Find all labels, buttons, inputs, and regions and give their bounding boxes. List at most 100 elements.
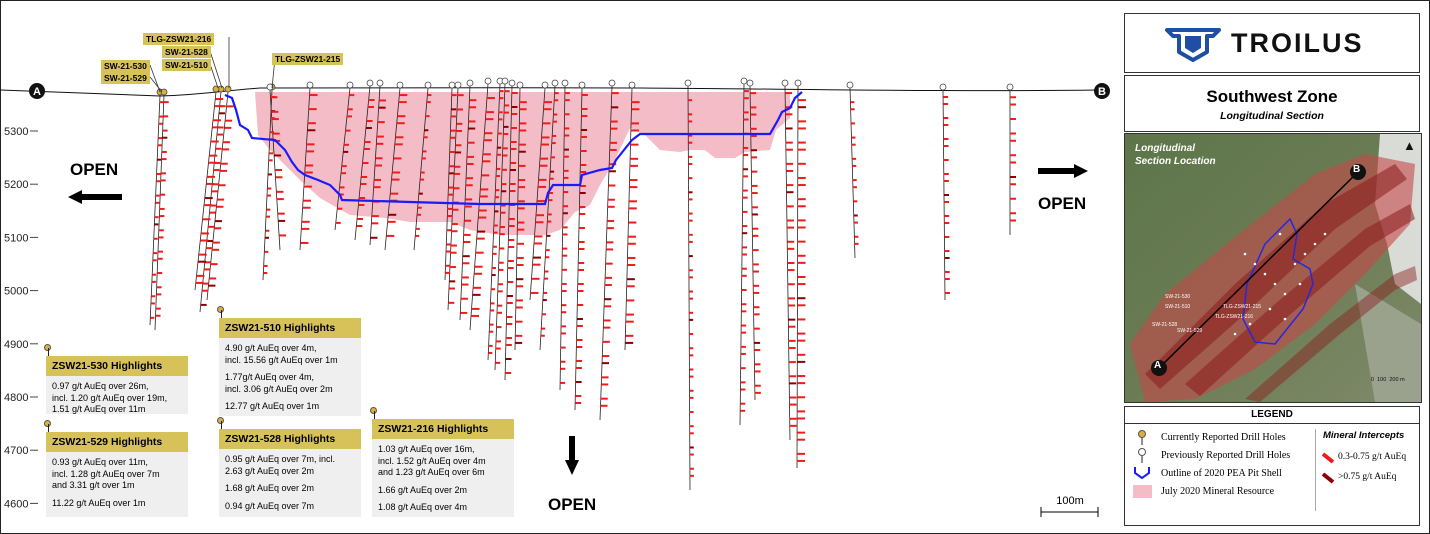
hole-label-leader <box>209 50 223 89</box>
scale-bar-label: 100m <box>1056 495 1084 507</box>
previous-drill-hole-collar <box>501 77 509 85</box>
drill-hole-trace <box>599 85 613 421</box>
map-point-a: A <box>1154 360 1162 371</box>
hole-label-sw-21-528: SW-21-528 <box>162 46 211 58</box>
highlights-line: 12.77 g/t AuEq over 1m <box>225 401 320 411</box>
highlights-zsw21-510: ZSW21-510 Highlights 4.90 g/t AuEq over … <box>217 306 361 416</box>
highlights-line: 1.03 g/t AuEq over 16m, <box>378 444 475 454</box>
highlights-line: 1.66 g/t AuEq over 2m <box>378 484 468 495</box>
highlights-title: ZSW21-529 Highlights <box>46 432 188 452</box>
highlights-line: 1.08 g/t AuEq over 4m <box>378 502 468 512</box>
endpoint-a-label: A <box>33 86 41 98</box>
elevation-axis: 5300 5200 5100 5000 4900 4800 4700 4600 <box>4 126 38 510</box>
previous-drill-hole-collar <box>541 81 549 89</box>
previous-drill-hole-collar <box>794 79 802 87</box>
highlights-line: 4.90 g/t AuEq over 4m, <box>225 343 317 353</box>
endpoint-a-marker: A <box>29 83 45 99</box>
drill-hole-trace <box>687 85 691 491</box>
drill-hole-trace <box>487 83 501 361</box>
resource-swatch-icon <box>1133 485 1152 498</box>
previous-drill-hole-collar <box>939 83 947 91</box>
zone-title: Southwest Zone <box>1206 87 1338 106</box>
satellite-map-image <box>1125 134 1421 402</box>
scale-bar: 100m <box>1040 495 1099 517</box>
map-hole-label: SW-21-530 <box>1165 294 1191 300</box>
drill-hole-trace <box>749 85 756 401</box>
highlights-line: incl. 15.56 g/t AuEq over 1m <box>225 354 338 365</box>
open-label-east: OPEN <box>1038 194 1087 213</box>
highlights-zsw21-529: ZSW21-529 Highlights 0.93 g/t AuEq over … <box>44 420 188 517</box>
map-scale-bar: 0 100 200 m <box>1371 377 1405 383</box>
current-hole-icon <box>1138 430 1146 445</box>
endpoint-b-marker: B <box>1094 83 1110 99</box>
drill-hole-trace <box>262 89 273 281</box>
intercept-low-icon <box>1321 452 1335 464</box>
legend-previous-holes: Previously Reported Drill Holes <box>1161 450 1291 461</box>
hole-label-sw-21-529: SW-21-529 <box>101 72 150 84</box>
previous-drill-hole-collar <box>508 79 516 87</box>
current-drill-hole-collar <box>224 85 232 93</box>
elevation-label: 5000 <box>4 286 28 298</box>
legend-current-holes: Currently Reported Drill Holes <box>1161 432 1286 443</box>
highlights-line: 11.22 g/t AuEq over 1m <box>52 497 146 508</box>
side-panel: TROILUS Southwest Zone Longitudinal Sect… <box>1124 13 1422 526</box>
location-map: Longitudinal Section Location A B ▲ SW-2… <box>1124 133 1422 403</box>
pit-shell-icon <box>1134 467 1150 480</box>
elevation-label: 5100 <box>4 232 28 244</box>
previous-drill-hole-collar <box>466 79 474 87</box>
highlights-line: and 3.31 g/t over 1m <box>52 480 135 490</box>
drill-hole-trace <box>334 87 351 231</box>
elevation-label: 4600 <box>4 498 28 510</box>
elevation-label: 4700 <box>4 445 28 457</box>
drill-hole-trace <box>149 94 161 326</box>
legend-title: LEGEND <box>1125 407 1419 424</box>
open-arrow-right <box>1038 164 1088 178</box>
drill-holes <box>149 37 1014 491</box>
endpoint-b-label: B <box>1098 86 1106 98</box>
previous-drill-hole-collar <box>551 79 559 87</box>
highlights-line: 0.97 g/t AuEq over 26m, <box>52 381 149 391</box>
highlights-line: 0.94 g/t AuEq over 7m <box>225 500 315 511</box>
elevation-label: 5300 <box>4 126 28 138</box>
longitudinal-section: 5300 5200 5100 5000 4900 4800 4700 4600 A B 100… <box>0 37 1110 517</box>
drill-hole-trace <box>154 94 165 331</box>
map-hole-label: SW-21-528 <box>1152 322 1178 328</box>
intercept-high-icon <box>1321 472 1335 484</box>
previous-drill-hole-collar <box>608 79 616 87</box>
elevation-label: 5200 <box>4 179 28 191</box>
previous-drill-hole-collar <box>484 77 492 85</box>
drill-hole-trace <box>444 87 453 281</box>
highlights-line: incl. 3.06 g/t AuEq over 2m <box>225 383 333 394</box>
mineral-resource-area <box>255 92 790 235</box>
highlights-line: incl. 1.52 g/t AuEq over 4m <box>378 455 486 466</box>
elevation-label: 4900 <box>4 339 28 351</box>
open-arrow-down <box>565 436 579 475</box>
previous-drill-hole-collar <box>781 79 789 87</box>
drill-hole-trace <box>514 87 521 351</box>
highlights-line: incl. 1.20 g/t AuEq over 19m, <box>52 392 168 403</box>
topographic-surface <box>0 87 1101 97</box>
logo-box: TROILUS <box>1124 13 1420 73</box>
map-caption-line-1: Longitudinal <box>1135 143 1195 154</box>
highlights-zsw21-528: ZSW21-528 Highlights 0.95 g/t AuEq over … <box>217 417 361 517</box>
pea-pit-shell-outline <box>224 91 803 206</box>
previous-drill-hole-collar <box>846 81 854 89</box>
drill-hole-trace <box>469 83 489 331</box>
open-label-down: OPEN <box>548 495 597 514</box>
hole-label-tlg-zsw21-216: TLG-ZSW21-216 <box>143 33 215 45</box>
drill-hole-trace <box>849 87 856 259</box>
highlights-line: 2.63 g/t AuEq over 2m <box>225 465 315 476</box>
drill-hole-trace <box>539 85 556 351</box>
highlights-line: and 1.23 g/t AuEq over 6m <box>378 467 485 477</box>
highlights-line: 1.51 g/t AuEq over 11m <box>52 404 146 414</box>
previous-drill-hole-collar <box>628 81 636 89</box>
map-hole-label: TLG-ZSW21-216 <box>1215 314 1254 320</box>
drill-hole-trace <box>194 91 217 291</box>
map-point-b: B <box>1353 164 1361 175</box>
open-arrow-left <box>68 190 122 204</box>
highlights-title: ZSW21-528 Highlights <box>219 429 361 449</box>
legend-intercept-high: >0.75 g/t AuEq <box>1338 472 1397 482</box>
highlights-line: 1.68 g/t AuEq over 2m <box>225 483 315 493</box>
hole-label-leader <box>149 76 163 93</box>
previous-drill-hole-collar <box>448 81 456 89</box>
